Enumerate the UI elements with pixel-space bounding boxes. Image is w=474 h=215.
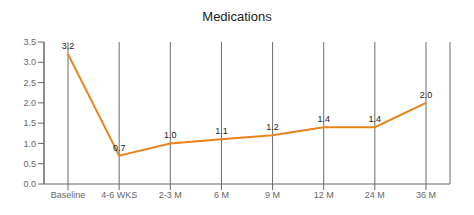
svg-text:2.0: 2.0 [420,90,433,100]
svg-text:3.2: 3.2 [62,41,75,51]
svg-text:1.2: 1.2 [266,122,279,132]
svg-text:1.4: 1.4 [369,114,382,124]
svg-text:1.1: 1.1 [215,126,228,136]
svg-text:9 M: 9 M [265,190,280,200]
svg-text:12 M: 12 M [314,190,334,200]
svg-text:3.0: 3.0 [23,57,36,67]
svg-text:1.0: 1.0 [164,130,177,140]
html-text:Medications: Medications [202,9,272,24]
svg-text:Baseline: Baseline [51,190,86,200]
svg-text:2.5: 2.5 [23,78,36,88]
svg-text:0.0: 0.0 [23,179,36,189]
svg-text:1.4: 1.4 [317,114,330,124]
svg-text:0.5: 0.5 [23,159,36,169]
svg-text:4-6 WKS: 4-6 WKS [101,190,137,200]
svg-text:2.0: 2.0 [23,98,36,108]
svg-text:24 M: 24 M [365,190,385,200]
svg-text:1.5: 1.5 [23,118,36,128]
svg-text:3.5: 3.5 [23,37,36,47]
svg-text:6 M: 6 M [214,190,229,200]
svg-text:36 M: 36 M [416,190,436,200]
svg-text:1.0: 1.0 [23,139,36,149]
svg-text:2-3 M: 2-3 M [159,190,182,200]
svg-text:0.7: 0.7 [113,143,126,153]
